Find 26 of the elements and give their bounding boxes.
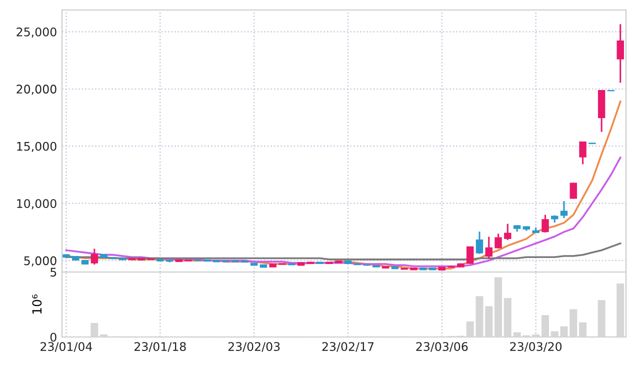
x-tick-label: 23/03/06 xyxy=(416,342,468,352)
y-axis-title: 10⁶ xyxy=(32,294,42,314)
line-series xyxy=(65,156,622,268)
candlestick xyxy=(90,248,98,266)
y-tick-label: 20,000 xyxy=(16,84,56,95)
candlestick xyxy=(485,236,492,260)
x-tick-label: 23/01/04 xyxy=(40,342,92,352)
candlestick xyxy=(466,246,474,264)
candlestick xyxy=(476,230,484,255)
y-tick-label: 5 xyxy=(50,268,56,277)
candlestick xyxy=(616,23,624,84)
candlestick xyxy=(494,232,502,250)
y-tick-label: 0 xyxy=(50,332,56,342)
x-tick-label: 23/03/20 xyxy=(510,342,562,352)
x-tick-label: 23/01/18 xyxy=(134,342,186,352)
y-tick-label: 25,000 xyxy=(16,27,56,38)
y-tick-label: 10,000 xyxy=(17,199,56,210)
candlestick xyxy=(570,182,578,200)
candlestick xyxy=(542,214,549,234)
candlestick xyxy=(504,223,512,241)
candlestick xyxy=(579,140,586,165)
candlestick xyxy=(560,200,568,219)
x-tick-label: 23/02/03 xyxy=(228,342,280,352)
y-tick-label: 15,000 xyxy=(17,142,56,152)
y-tick-label: 5,000 xyxy=(24,256,56,266)
x-tick-label: 23/02/17 xyxy=(322,342,374,352)
